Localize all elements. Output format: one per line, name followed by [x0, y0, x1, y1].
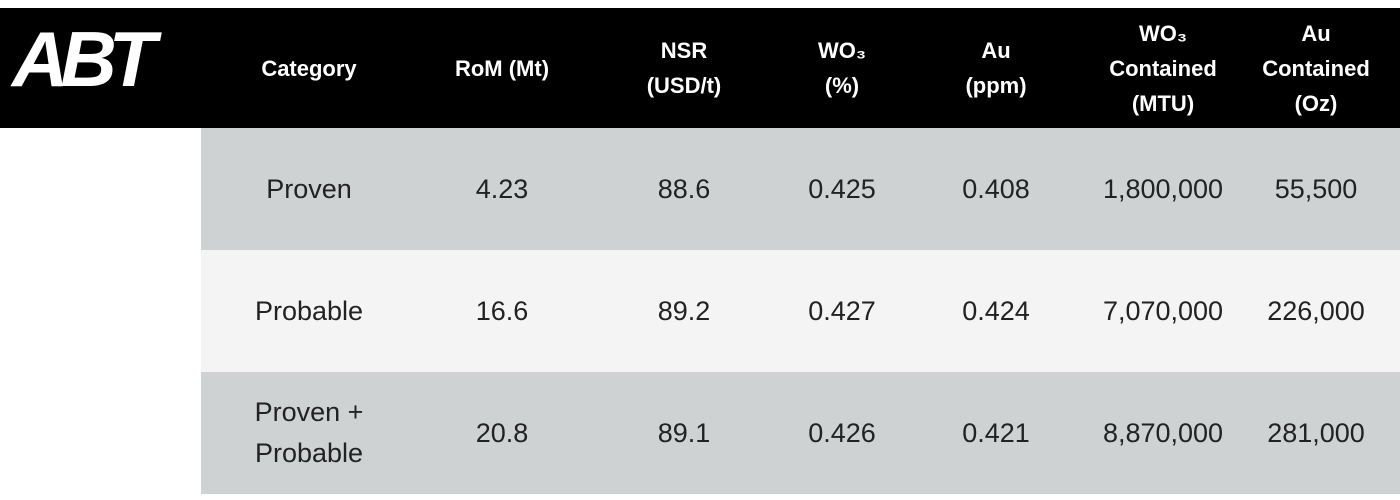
table-cell: 0.426 — [808, 417, 876, 448]
table-cell: 55,500 — [1274, 173, 1358, 204]
table-cell: 89.1 — [657, 417, 711, 448]
header-cell: WO₃ (%) — [772, 8, 912, 128]
table-cell: 0.421 — [962, 417, 1030, 448]
table-cell: 16.6 — [475, 295, 529, 326]
table-row: Probable 16.6 89.2 0.427 0.424 7,070,000 226,0… — [201, 250, 1400, 372]
header-cell: Category — [234, 8, 384, 128]
table-cell: 4.23 — [475, 173, 529, 204]
table-cell: 1,800,000 — [1102, 173, 1224, 204]
header-text: (ppm) — [965, 73, 1027, 98]
table-cell: 88.6 — [657, 173, 711, 204]
header-cell: RoM (Mt) — [417, 8, 587, 128]
table-cell: Probable — [254, 295, 364, 326]
table-cell: Proven — [266, 173, 352, 204]
table-cell: 226,000 — [1267, 295, 1365, 326]
table-cell: 0.424 — [962, 295, 1030, 326]
header-text: NSR — [660, 38, 708, 63]
table-row: Proven + Probable 20.8 89.1 0.426 0.421 8,870… — [201, 372, 1400, 494]
table-cell: 20.8 — [475, 417, 529, 448]
header-text: (%) — [824, 73, 860, 98]
header-band — [0, 8, 1400, 128]
table-cell: 8,870,000 — [1102, 417, 1224, 448]
header-text: WO₃ — [1138, 20, 1188, 46]
table-cell: 89.2 — [657, 295, 711, 326]
table-cell: Proven + Probable — [254, 397, 364, 468]
table-row: Proven 4.23 88.6 0.425 0.408 1,800,000 55,500 — [201, 128, 1400, 250]
logo: ABT — [12, 15, 156, 103]
header-cell: Au Contained (Oz) — [1241, 8, 1391, 128]
header-text: RoM (Mt) — [454, 55, 550, 81]
header-cell: NSR (USD/t) — [604, 8, 764, 128]
header-text: (Oz) — [1294, 90, 1338, 116]
header-text: (MTU) — [1131, 90, 1195, 116]
header-text: Contained — [1109, 55, 1217, 81]
header-cell: WO₃ Contained (MTU) — [1078, 8, 1248, 128]
table-cell: 0.425 — [808, 173, 876, 204]
header-text: (USD/t) — [646, 73, 722, 98]
header-text: Contained — [1262, 55, 1370, 81]
header-text: Au — [1301, 20, 1331, 46]
table-cell: 7,070,000 — [1102, 295, 1224, 326]
header-text: WO₃ — [817, 38, 867, 63]
header-cell: Au (ppm) — [926, 8, 1066, 128]
header-text: Au — [981, 38, 1011, 63]
table-cell: 0.408 — [962, 173, 1030, 204]
table-cell: 281,000 — [1267, 417, 1365, 448]
header-text: Category — [261, 55, 357, 81]
table-cell: 0.427 — [808, 295, 876, 326]
